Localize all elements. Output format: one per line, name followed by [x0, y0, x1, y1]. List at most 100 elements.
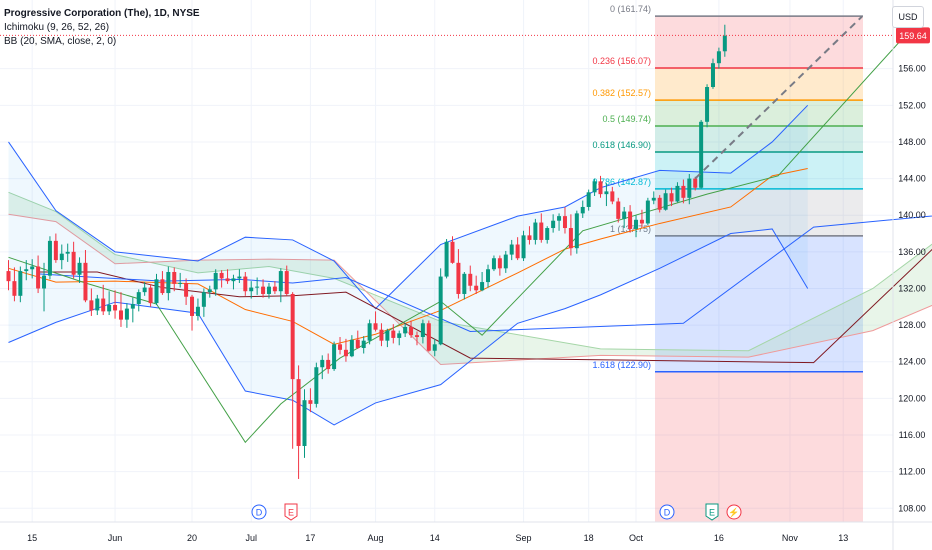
last-price-badge	[896, 27, 930, 44]
last-price-label: 159.64	[899, 31, 927, 41]
candle-body	[113, 304, 118, 311]
candle-body	[373, 323, 378, 330]
y-tick-label: 128.00	[898, 320, 926, 330]
event-label: D	[664, 508, 671, 518]
fib-zone-extension	[655, 371, 863, 522]
fib-zone	[655, 68, 863, 101]
candle-body	[65, 251, 70, 254]
candle-body	[343, 349, 348, 357]
candle-body	[314, 367, 319, 404]
candle-body	[355, 339, 360, 348]
earnings-event-marker[interactable]: E	[284, 503, 298, 521]
fib-level-label: 1.618 (122.90)	[592, 360, 651, 370]
candle-body	[634, 219, 639, 229]
x-tick-label: Jul	[245, 533, 257, 543]
candle-body	[124, 308, 129, 320]
event-label: E	[288, 508, 294, 518]
candle-body	[71, 251, 76, 275]
candle-body	[30, 266, 35, 270]
bollinger-legend: BB (20, SMA, close, 2, 0)	[4, 36, 117, 47]
candle-body	[42, 275, 47, 289]
candle-body	[249, 287, 254, 292]
candle-body	[675, 185, 680, 202]
candle-body	[574, 213, 579, 249]
fib-level-label: 0.382 (152.57)	[592, 88, 651, 98]
event-label: D	[256, 508, 263, 518]
candle-body	[195, 306, 200, 316]
candle-body	[255, 286, 260, 288]
candle-body	[154, 279, 159, 304]
candle-body	[24, 269, 29, 272]
candle-body	[385, 330, 390, 341]
candle-body	[320, 359, 325, 368]
candle-body	[557, 216, 562, 221]
candle-body	[409, 326, 414, 336]
x-tick-label: 14	[430, 533, 440, 543]
candle-body	[687, 178, 692, 198]
dividend-event-marker[interactable]: D	[251, 504, 267, 520]
candle-body	[710, 63, 715, 87]
candle-body	[83, 262, 88, 301]
y-tick-label: 108.00	[898, 503, 926, 513]
candle-body	[545, 228, 550, 240]
event-label: ⚡	[728, 507, 739, 519]
candle-body	[190, 296, 195, 316]
currency-button[interactable]: USD	[892, 6, 924, 28]
candle-body	[663, 193, 668, 210]
candle-body	[610, 191, 615, 202]
candle-body	[243, 276, 248, 292]
candle-body	[308, 400, 313, 404]
candle-body	[491, 258, 496, 270]
candle-body	[148, 287, 153, 304]
candle-body	[450, 241, 455, 263]
candle-body	[468, 273, 473, 286]
candle-body	[201, 292, 206, 307]
x-tick-label: 15	[27, 533, 37, 543]
candle-body	[705, 87, 710, 122]
candle-body	[266, 286, 271, 294]
candle-body	[6, 271, 11, 282]
candle-body	[272, 286, 277, 292]
x-tick-label: Jun	[108, 533, 123, 543]
candle-body	[296, 379, 301, 446]
y-tick-label: 136.00	[898, 247, 926, 257]
candle-body	[645, 200, 650, 224]
fib-zone	[655, 126, 863, 153]
x-tick-label: 18	[584, 533, 594, 543]
candle-body	[95, 298, 100, 311]
candle-body	[302, 400, 307, 446]
candle-body	[497, 258, 502, 269]
y-tick-label: 112.00	[899, 467, 926, 477]
candle-body	[136, 292, 141, 305]
candle-body	[166, 271, 171, 294]
news-icon	[726, 504, 742, 520]
candle-body	[568, 228, 573, 249]
candle-body	[101, 298, 106, 312]
y-tick-label: 132.00	[898, 283, 926, 293]
x-tick-label: Oct	[629, 533, 644, 543]
candle-body	[432, 344, 437, 351]
trend-projection-line	[694, 15, 863, 180]
fib-level-label: 0.236 (156.07)	[592, 56, 651, 66]
x-tick-label: Nov	[782, 533, 799, 543]
candle-body	[444, 241, 449, 277]
earnings-event-marker[interactable]: E	[705, 503, 719, 521]
dividend-event-marker[interactable]: D	[659, 504, 675, 520]
candle-body	[462, 273, 467, 294]
candle-body	[18, 271, 23, 296]
bollinger-upper	[8, 104, 809, 310]
y-tick-label: 116.00	[899, 430, 926, 440]
chart-legend: Progressive Corporation (The), 1D, NYSE …	[4, 7, 200, 49]
candle-body	[598, 181, 603, 195]
split-news-event-marker[interactable]: ⚡	[726, 504, 742, 520]
y-tick-label: 148.00	[898, 137, 926, 147]
candle-body	[693, 178, 698, 188]
candle-body	[480, 282, 485, 291]
candle-body	[639, 219, 644, 224]
candle-body	[716, 51, 721, 64]
candles	[6, 24, 727, 479]
candle-body	[539, 222, 544, 240]
candle-body	[278, 271, 283, 292]
candle-body	[59, 253, 64, 261]
